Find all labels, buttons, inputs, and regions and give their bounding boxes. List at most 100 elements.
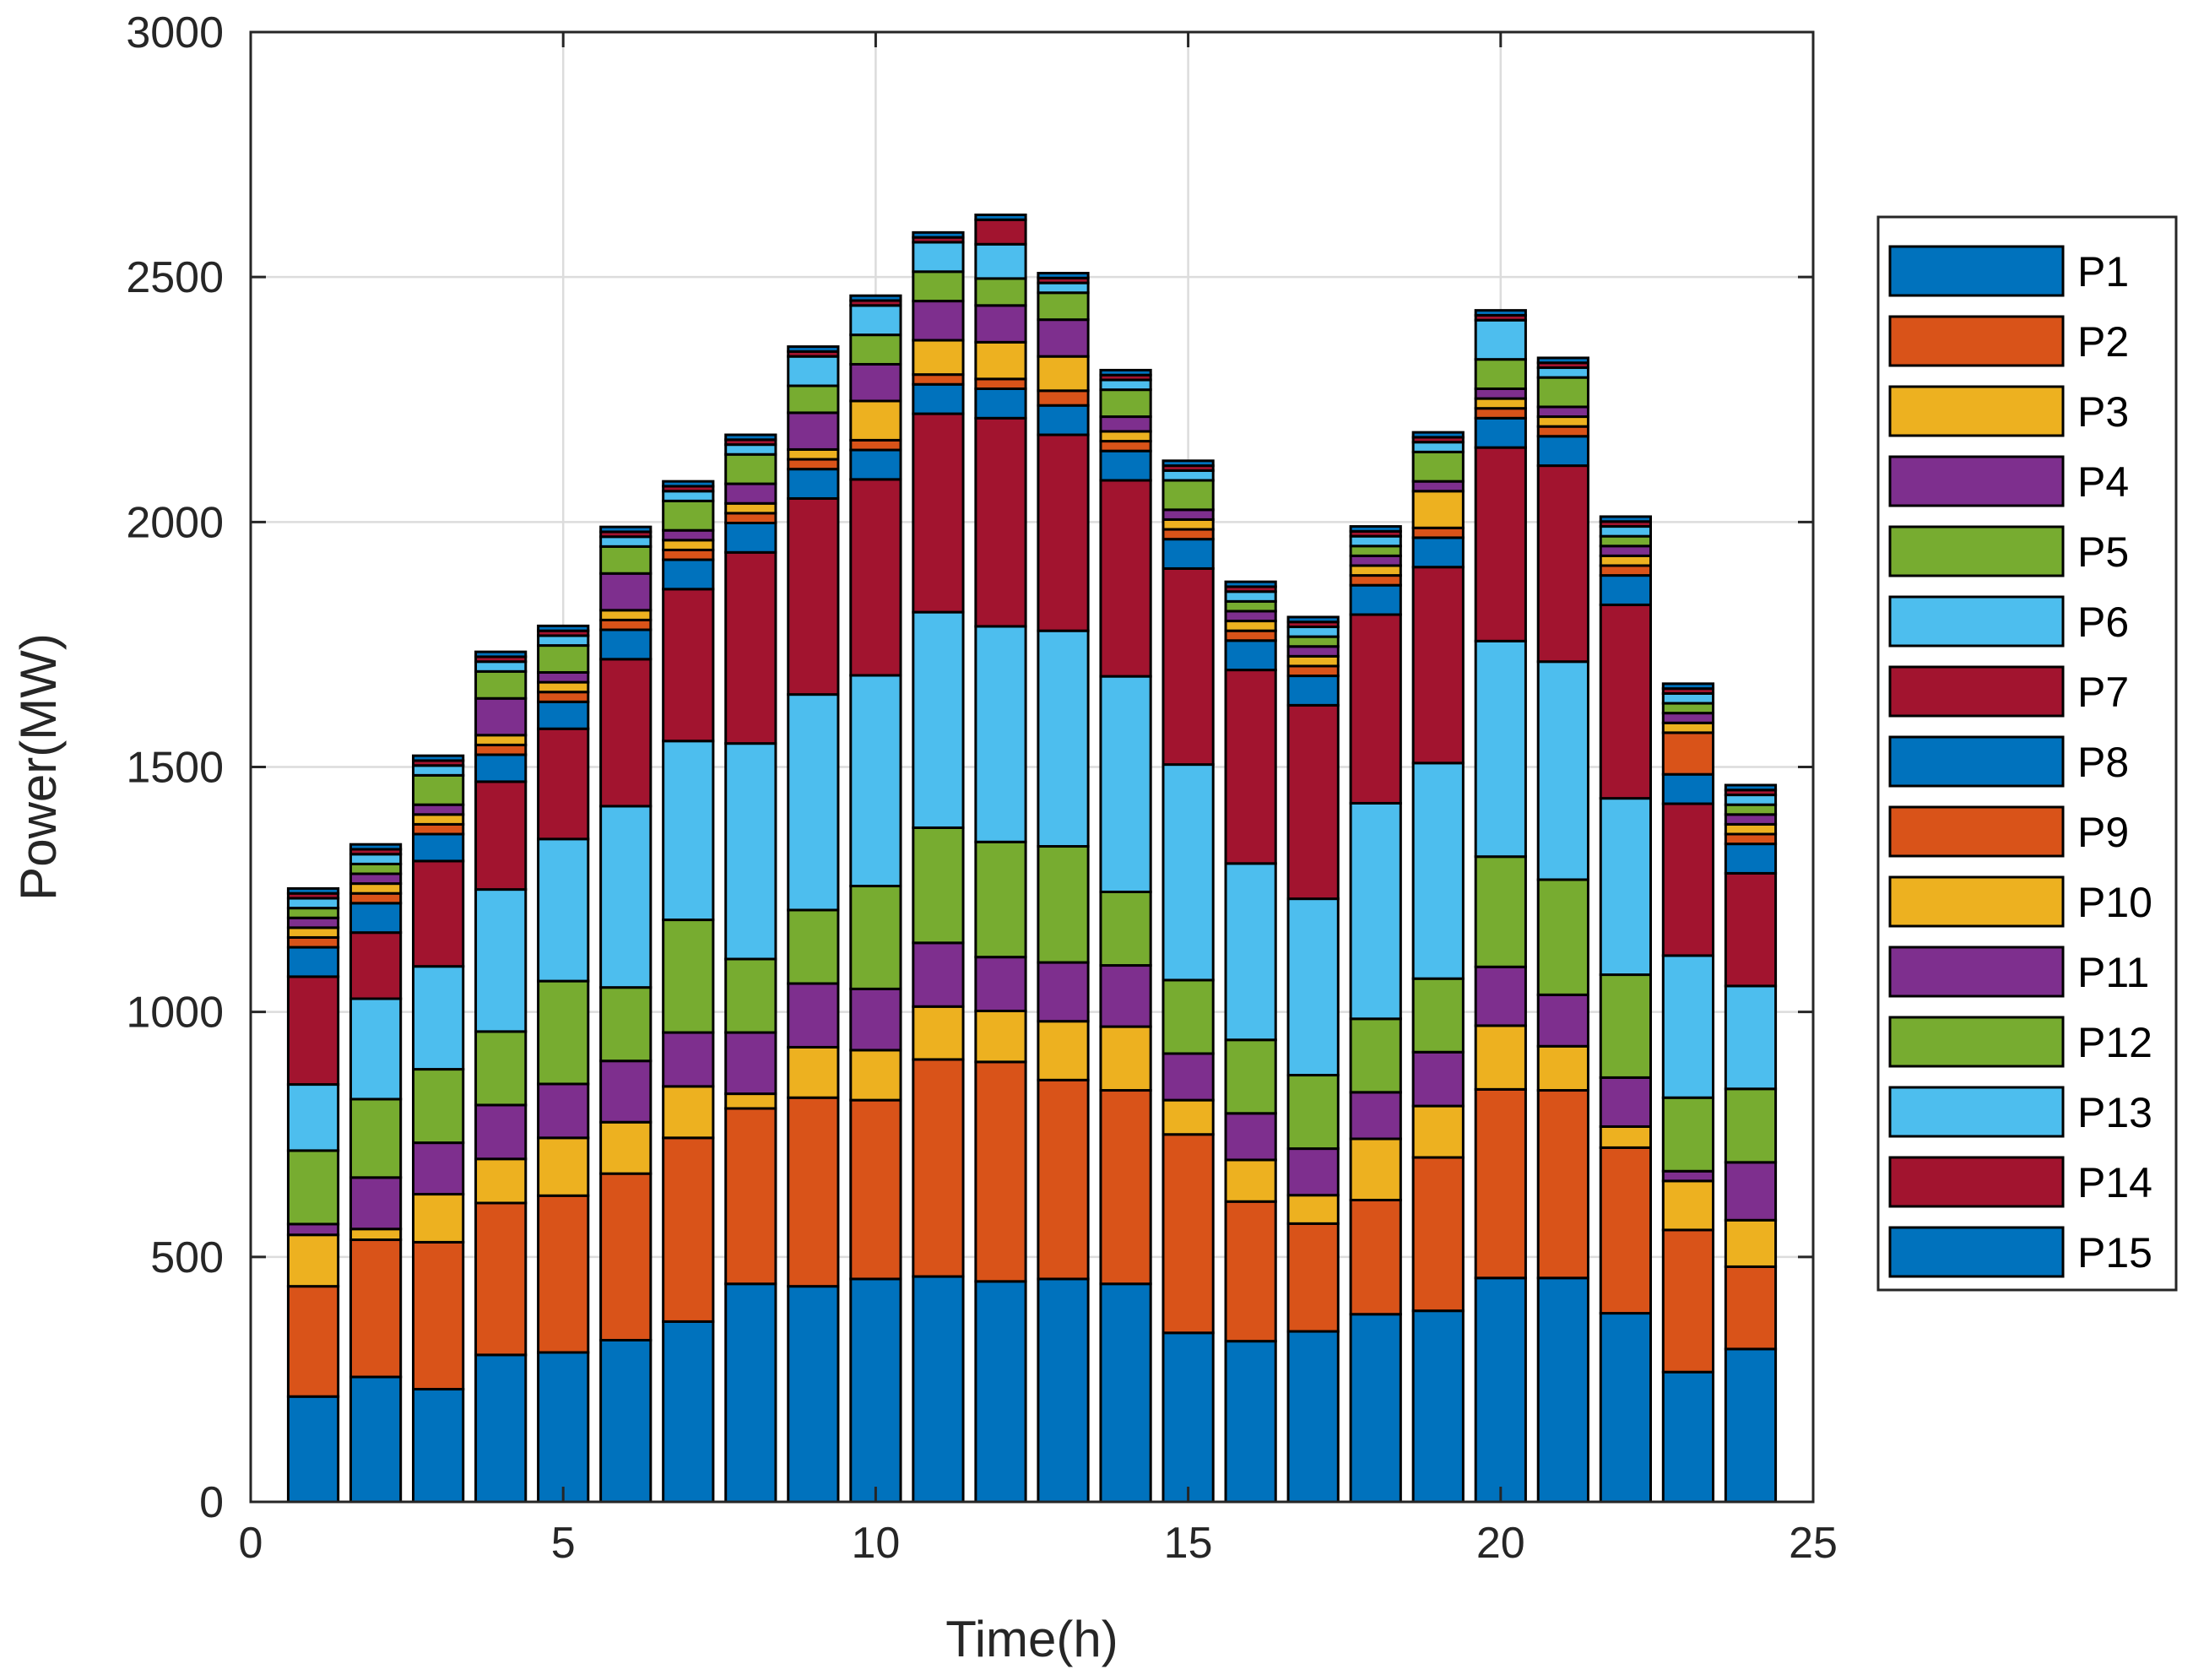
bar-segment-p11-t9	[787, 411, 840, 451]
bar-segment-p6-t16	[1224, 862, 1277, 1042]
bar-segment-p11-t6	[599, 572, 652, 612]
legend-label-p15: P15	[2077, 1229, 2152, 1276]
bar-segment-p11-t2	[349, 872, 403, 886]
bar-segment-p15-t1	[286, 886, 340, 895]
bar-segment-p7-t18	[1349, 613, 1402, 805]
bar-segment-p10-t14	[1099, 430, 1152, 443]
bar-segment-p7-t5	[537, 727, 590, 841]
x-tick-label: 25	[1789, 1519, 1838, 1568]
bar-segment-p10-t11	[912, 339, 965, 377]
bar-segment-p1-t14	[1099, 1282, 1152, 1504]
bar-segment-p12-t7	[662, 499, 715, 532]
bar-segment-p15-t15	[1161, 459, 1215, 468]
bar-segment-p10-t22	[1599, 554, 1652, 567]
bar-segment-p4-t19	[1411, 1050, 1465, 1108]
bar-segment-p4-t11	[912, 941, 965, 1008]
bar-segment-p1-t17	[1286, 1330, 1340, 1504]
bar-segment-p11-t16	[1224, 610, 1277, 623]
bar-segment-p15-t13	[1037, 272, 1090, 279]
bar-segment-p2-t21	[1536, 1089, 1589, 1280]
legend-swatch-p6	[1888, 595, 2065, 648]
bar-segment-p8-t2	[349, 902, 403, 935]
bar-segment-p7-t19	[1411, 566, 1465, 765]
bar-segment-p8-t1	[286, 946, 340, 978]
bar-segment-p10-t24	[1724, 822, 1778, 836]
bar-segment-p2-t2	[349, 1238, 403, 1379]
bar-segment-p3-t23	[1661, 1179, 1715, 1232]
bar-segment-p5-t20	[1474, 855, 1527, 968]
bar-segment-p6-t4	[474, 888, 528, 1033]
bar-segment-p3-t19	[1411, 1104, 1465, 1159]
bar-segment-p10-t21	[1536, 415, 1589, 428]
bar-segment-p11-t20	[1474, 387, 1527, 400]
bar-segment-p2-t19	[1411, 1156, 1465, 1313]
bar-segment-p1-t12	[974, 1280, 1027, 1504]
bar-segment-p7-t6	[599, 658, 652, 808]
bar-segment-p6-t20	[1474, 639, 1527, 859]
bar-segment-p1-t4	[474, 1353, 528, 1504]
bar-segment-p15-t6	[599, 525, 652, 534]
bar-segment-p2-t18	[1349, 1199, 1402, 1316]
bar-segment-p6-t9	[787, 693, 840, 912]
bar-segment-p10-t16	[1224, 620, 1277, 632]
bar-segment-p15-t22	[1599, 515, 1652, 523]
bar-segment-p8-t14	[1099, 449, 1152, 482]
bar-segment-p4-t16	[1224, 1112, 1277, 1162]
bar-segment-p2-t17	[1286, 1222, 1340, 1333]
x-tick-label: 10	[851, 1519, 900, 1568]
legend-swatch-p1	[1888, 245, 2065, 297]
bar-segment-p15-t17	[1286, 615, 1340, 624]
bar-segment-p10-t23	[1661, 721, 1715, 734]
bar-segment-p6-t17	[1286, 897, 1340, 1077]
bar-segment-p1-t19	[1411, 1309, 1465, 1504]
bar-stacks	[286, 213, 1778, 1504]
bar-segment-p13-t4	[474, 660, 528, 673]
bar-segment-p5-t2	[349, 1097, 403, 1179]
bar-segment-p7-t11	[912, 412, 965, 614]
bar-segment-p13-t1	[286, 897, 340, 910]
legend-label-p7: P7	[2077, 669, 2129, 716]
legend-swatch-p10	[1888, 875, 2065, 928]
bar-segment-p7-t10	[849, 478, 902, 677]
bar-segment-p5-t1	[286, 1149, 340, 1226]
bar-segment-p13-t22	[1599, 525, 1652, 538]
bar-segment-p10-t18	[1349, 564, 1402, 577]
bar-segment-p6-t21	[1536, 660, 1589, 881]
bar-segment-p15-t24	[1724, 783, 1778, 792]
bar-segment-p7-t8	[724, 550, 777, 745]
bar-segment-p12-t15	[1161, 479, 1215, 512]
y-axis-label: Power(MW)	[10, 633, 67, 901]
bar-segment-p2-t16	[1224, 1200, 1277, 1343]
bar-segment-p5-t8	[724, 957, 777, 1034]
bar-segment-p1-t2	[349, 1375, 403, 1504]
bar-segment-p2-t23	[1661, 1228, 1715, 1374]
bar-segment-p4-t14	[1099, 964, 1152, 1028]
bar-segment-p5-t15	[1161, 978, 1215, 1055]
x-tick-label: 15	[1164, 1519, 1213, 1568]
bar-segment-p1-t20	[1474, 1276, 1527, 1504]
y-tick-label: 1000	[126, 989, 224, 1038]
bar-segment-p13-t9	[787, 355, 840, 387]
bar-segment-p12-t6	[599, 545, 652, 575]
bar-segment-p5-t10	[849, 885, 902, 990]
bar-segment-p10-t15	[1161, 518, 1215, 531]
y-tick-label: 0	[199, 1478, 224, 1527]
bar-segment-p1-t9	[787, 1285, 840, 1504]
x-tick-label: 0	[239, 1519, 263, 1568]
bar-segment-p9-t14	[1099, 440, 1152, 453]
bar-segment-p11-t11	[912, 300, 965, 342]
bar-segment-p6-t6	[599, 805, 652, 989]
bar-segment-p11-t18	[1349, 554, 1402, 567]
legend-label-p9: P9	[2077, 809, 2129, 856]
bar-segment-p13-t23	[1661, 691, 1715, 705]
bar-segment-p12-t8	[724, 453, 777, 485]
bar-segment-p6-t1	[286, 1083, 340, 1152]
bar-segment-p13-t11	[912, 241, 965, 274]
bar-segment-p8-t4	[474, 753, 528, 783]
bar-segment-p4-t6	[599, 1059, 652, 1124]
x-tick-label: 5	[551, 1519, 576, 1568]
bar-segment-p3-t15	[1161, 1098, 1215, 1136]
bar-segment-p13-t3	[412, 764, 465, 777]
bar-segment-p5-t11	[912, 826, 965, 945]
legend-swatch-p15	[1888, 1226, 2065, 1278]
